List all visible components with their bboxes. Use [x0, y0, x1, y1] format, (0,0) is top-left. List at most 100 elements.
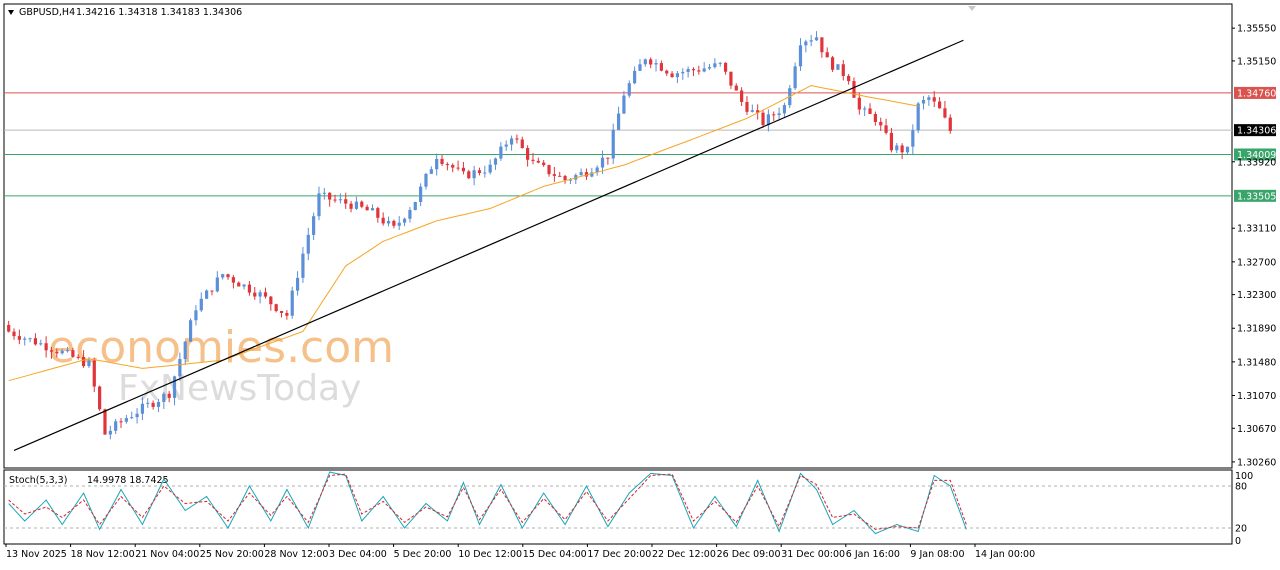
candle-body: [863, 108, 867, 110]
candle-body: [702, 68, 706, 72]
candle-body: [884, 125, 888, 133]
candle-body: [429, 169, 433, 174]
candle-body: [253, 292, 257, 297]
candle-body: [750, 110, 754, 112]
candle-body: [354, 201, 359, 209]
candle-body: [328, 192, 332, 200]
candle-body: [772, 114, 776, 116]
candle-body: [611, 129, 615, 159]
price-level-badge-label: 1.33505: [1237, 191, 1276, 202]
price-level-badge-label: 1.34306: [1237, 126, 1276, 137]
candle-body: [616, 113, 621, 130]
candle-body: [766, 114, 770, 126]
candle-body: [879, 121, 883, 126]
candle-body: [258, 292, 262, 297]
time-tick-label: 14 Jan 00:00: [975, 549, 1035, 560]
price-tick-label: 1.35150: [1237, 56, 1276, 67]
candle-body: [493, 158, 498, 165]
candle-body: [542, 162, 546, 166]
candle-body: [419, 186, 423, 202]
candle-body: [237, 282, 241, 287]
moving-average-line: [8, 84, 919, 382]
candle-body: [552, 174, 556, 176]
candle-body: [638, 64, 642, 71]
candle-body: [274, 304, 278, 312]
price-level-badge: [1234, 189, 1276, 202]
candle-body: [65, 350, 70, 352]
stoch-tick-label: 100: [1235, 471, 1253, 482]
candle-body: [584, 172, 589, 177]
candle-body: [247, 284, 252, 293]
price-tick-label: 1.32300: [1237, 290, 1276, 301]
time-tick-label: 18 Nov 12:00: [71, 549, 135, 560]
candle-body: [488, 164, 492, 173]
candle-body: [643, 59, 647, 65]
candle-body: [595, 167, 599, 173]
candle-body: [162, 393, 166, 402]
candle-body: [734, 85, 738, 91]
price-level-badge-label: 1.34009: [1237, 150, 1276, 161]
candle-body: [87, 360, 91, 367]
candle-body: [649, 59, 653, 65]
candle-body: [756, 110, 760, 113]
one-click-trade-icon[interactable]: [968, 6, 976, 11]
candle-body: [365, 206, 369, 211]
candle-body: [76, 356, 80, 358]
stoch-values: 14.9978 18.7425: [87, 475, 169, 486]
candle-body: [440, 158, 444, 164]
candle-body: [686, 69, 690, 72]
candle-body: [231, 277, 235, 283]
candle-body: [119, 421, 123, 423]
time-tick-label: 28 Nov 12:00: [264, 549, 328, 560]
candle-body: [472, 170, 476, 179]
candle-body: [461, 167, 466, 172]
candle-body: [215, 277, 219, 292]
time-tick-label: 31 Dec 00:00: [781, 549, 845, 560]
time-tick-label: 5 Dec 20:00: [394, 549, 452, 560]
time-tick-label: 10 Dec 12:00: [458, 549, 522, 560]
candle-body: [301, 253, 305, 278]
candle-body: [167, 393, 171, 398]
candle-body: [547, 165, 551, 175]
candle-body: [103, 409, 107, 435]
price-level-badge: [1234, 124, 1276, 137]
price-tick-label: 1.33920: [1237, 157, 1276, 168]
candle-body: [306, 234, 310, 254]
candle-body: [814, 37, 819, 41]
candle-body: [563, 175, 567, 181]
candle-body: [44, 343, 48, 351]
time-tick-label: 13 Nov 2025: [6, 549, 67, 560]
candle-body: [745, 101, 749, 112]
candle-body: [98, 386, 102, 410]
stoch-tick-label: 80: [1235, 482, 1247, 493]
candle-body: [568, 179, 573, 181]
candle-body: [413, 201, 417, 210]
candle-body: [279, 311, 284, 313]
candle-body: [905, 146, 910, 153]
time-tick-label: 3 Dec 04:00: [329, 549, 387, 560]
trendline[interactable]: [13, 39, 964, 451]
candle-body: [536, 160, 540, 163]
candle-body: [916, 103, 920, 131]
symbol-dropdown-icon[interactable]: [8, 10, 14, 15]
candle-body: [681, 71, 685, 74]
candle-body: [445, 163, 449, 165]
candle-body: [526, 147, 530, 160]
price-tick-label: 1.31890: [1237, 324, 1276, 335]
candle-body: [852, 81, 856, 98]
time-tick-label: 25 Nov 20:00: [200, 549, 264, 560]
candle-body: [333, 199, 337, 201]
candle-body: [627, 83, 631, 96]
candle-body: [873, 113, 877, 122]
candle-body: [927, 97, 931, 100]
candle-body: [520, 139, 524, 148]
time-tick-label: 6 Jan 16:00: [846, 549, 900, 560]
symbol-info: GBPUSD,H4: [19, 7, 75, 18]
candle-body: [895, 145, 899, 151]
candle-body: [723, 62, 728, 72]
candle-body: [782, 105, 787, 114]
candle-body: [124, 418, 128, 422]
price-level-badge: [1234, 86, 1276, 99]
